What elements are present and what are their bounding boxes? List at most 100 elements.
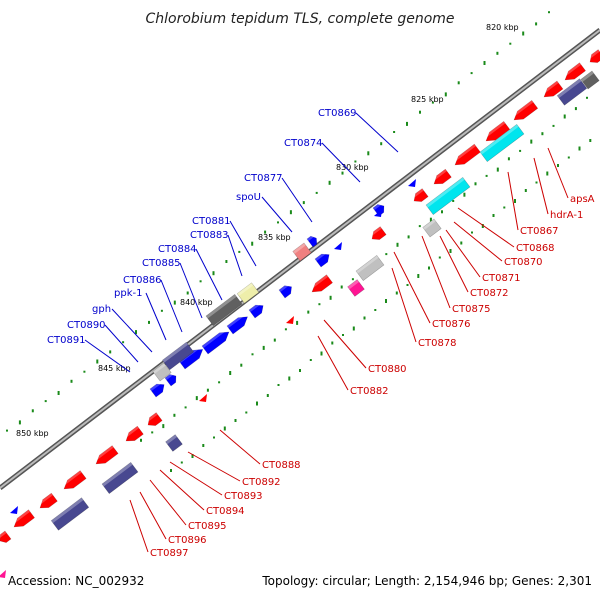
- gc-dot: [519, 149, 522, 152]
- gene-arrow: [201, 327, 230, 355]
- gc-dot: [407, 235, 410, 239]
- gene-block: [50, 497, 90, 531]
- gc-dot: [429, 217, 432, 222]
- gene-arrow: [314, 250, 330, 268]
- gene-arrow: [451, 143, 481, 166]
- gc-dot: [302, 201, 305, 205]
- tick-label: 825 kbp: [411, 95, 444, 104]
- gc-dot: [522, 31, 525, 36]
- gc-dot: [352, 326, 355, 331]
- marker: [334, 242, 342, 250]
- gene-arrow: [482, 121, 511, 142]
- gene-arrow: [540, 80, 564, 98]
- gc-dot: [363, 316, 366, 320]
- gc-dot: [251, 241, 254, 246]
- gene-arrow: [430, 168, 452, 185]
- gc-dot: [180, 461, 183, 464]
- gc-dot: [342, 334, 344, 336]
- gene-label-forward: CT0877: [244, 173, 283, 184]
- gc-dot: [320, 351, 323, 356]
- gc-dot: [6, 429, 8, 432]
- leader-line: [169, 461, 223, 496]
- gene-label-forward: spoU: [236, 192, 261, 203]
- gc-dot: [245, 411, 248, 414]
- gc-dot: [256, 401, 258, 406]
- gene-label-reverse: CT0875: [452, 304, 491, 315]
- gene-label-forward: CT0885: [142, 258, 181, 269]
- gene-arrow: [308, 274, 333, 293]
- gc-dot: [340, 285, 343, 289]
- gc-dot: [83, 370, 86, 373]
- gene-block: [236, 282, 260, 304]
- gc-dot: [452, 200, 455, 202]
- gc-dot: [406, 284, 409, 286]
- gene-label-forward: CT0891: [47, 335, 86, 346]
- gene-label-forward: CT0874: [284, 138, 323, 149]
- leader-line: [160, 279, 183, 333]
- gc-dot: [503, 206, 506, 209]
- gc-dot: [374, 309, 377, 311]
- marker: [10, 506, 18, 514]
- gc-dot: [277, 384, 280, 386]
- gc-dot: [367, 151, 370, 156]
- gene-arrow: [122, 425, 144, 442]
- gc-dot: [202, 444, 205, 447]
- gc-dot: [288, 376, 291, 381]
- gc-dot: [457, 81, 460, 85]
- marker: [199, 394, 207, 402]
- leader-line: [323, 319, 367, 369]
- gc-dot: [218, 381, 221, 384]
- leader-line: [533, 157, 549, 215]
- gc-dot: [417, 274, 420, 278]
- gene-block: [355, 255, 385, 281]
- gc-dot: [18, 420, 21, 425]
- gene-label-reverse: CT0896: [168, 535, 207, 546]
- gc-dot: [418, 225, 421, 228]
- gene-label-forward: CT0890: [67, 320, 106, 331]
- gene-arrow: [144, 412, 163, 426]
- gene-arrow: [226, 312, 248, 335]
- gene-label-reverse: CT0895: [188, 521, 227, 532]
- gene-block: [580, 70, 600, 90]
- gene-label-reverse: CT0897: [150, 548, 189, 559]
- gc-dot: [546, 171, 549, 176]
- gc-dot: [431, 101, 434, 104]
- gene-block: [205, 294, 243, 326]
- gc-dot: [264, 230, 267, 234]
- gc-dot: [524, 189, 527, 192]
- gc-dot: [441, 210, 443, 214]
- gene-label-reverse: CT0868: [516, 243, 555, 254]
- gene-labels: CT0869 CT0874 CT0877 spoU CT0881 CT0883 CT0884…: [47, 108, 595, 559]
- gc-dot: [173, 413, 176, 417]
- leader-line: [227, 234, 243, 277]
- gene-block: [479, 124, 525, 162]
- leader-line: [453, 221, 503, 262]
- leader-line: [321, 142, 361, 183]
- gc-dot: [535, 181, 538, 184]
- gc-dot: [548, 11, 550, 14]
- gc-dot: [184, 406, 187, 409]
- gc-dot: [151, 431, 154, 434]
- gene-arrow: [410, 188, 429, 202]
- gc-dot: [273, 338, 276, 342]
- gc-dot: [541, 132, 544, 136]
- gc-dot: [299, 369, 301, 372]
- gc-dot: [240, 363, 243, 367]
- tick-label: 850 kbp: [16, 429, 49, 438]
- gene-arrow: [92, 445, 119, 465]
- gc-dot: [428, 266, 430, 270]
- gc-dot: [481, 224, 484, 228]
- leader-line: [317, 335, 349, 391]
- gene-block: [165, 434, 183, 452]
- gc-dot: [509, 42, 512, 45]
- leader-line: [149, 479, 187, 526]
- gene-arrow: [306, 234, 318, 248]
- gc-dot: [170, 469, 172, 472]
- gc-dot: [186, 291, 189, 295]
- gene-arrow: [10, 509, 35, 528]
- gc-dot: [492, 214, 495, 217]
- gc-dot: [463, 192, 466, 197]
- leader-line: [445, 229, 481, 278]
- gc-dot: [514, 199, 516, 203]
